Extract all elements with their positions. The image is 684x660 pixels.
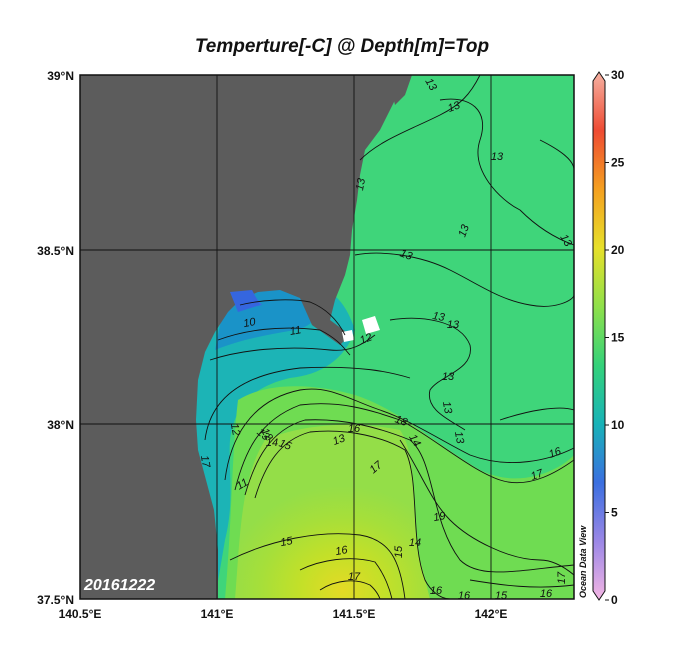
map-frame: [79, 74, 575, 600]
contour-13-se: [499, 407, 574, 421]
contour-17: [229, 533, 406, 599]
lon-tick: 141°E: [201, 607, 234, 621]
contour-13-north: [359, 75, 481, 161]
contour-label: 18: [393, 413, 409, 429]
contour-label: 10: [242, 316, 257, 330]
map-body: [80, 75, 574, 599]
contour-label: 11: [289, 324, 302, 338]
contour-label: 17: [556, 571, 568, 584]
contour-label: 12: [258, 426, 275, 443]
contour-label: 13: [440, 400, 454, 415]
contour-16-se: [469, 579, 574, 588]
contour-label: 13: [431, 310, 446, 324]
contour-15: [244, 419, 574, 573]
no-data-patch: [362, 316, 380, 334]
contour-16: [254, 430, 451, 599]
no-data-patch-2: [342, 330, 354, 342]
contour-label: 16: [430, 585, 443, 597]
lon-tick: 141.5°E: [333, 607, 376, 621]
contour-14-se: [399, 439, 574, 576]
contour-label: 15: [277, 437, 293, 453]
land-mass: [80, 75, 405, 599]
warm-core-water: [235, 424, 430, 599]
colorbar-tick-label: 20: [611, 243, 625, 257]
contour-label: 12: [228, 422, 242, 436]
contour-12: [209, 334, 376, 361]
contour-10: [239, 299, 346, 336]
lon-tick-labels: 140.5°E 141°E 141.5°E 142°E: [59, 607, 508, 621]
contour-label: 14: [266, 437, 278, 449]
contour-label: 15: [279, 535, 294, 549]
colorbar-tick-label: 5: [611, 506, 618, 520]
contour-label: 15: [393, 545, 405, 558]
colorbar: 30 25 20 15 10 5 0: [592, 68, 625, 607]
colorbar-tick-label: 0: [611, 593, 618, 607]
contour-label: 14: [409, 537, 421, 549]
colorbar-tick-label: 30: [611, 68, 625, 82]
lat-tick: 38°N: [47, 418, 74, 432]
inlet-water: [230, 290, 260, 312]
contour-label: 13: [331, 432, 347, 448]
colorbar-ticks: 30 25 20 15 10 5 0: [605, 68, 625, 607]
contour-label: 19: [432, 510, 446, 524]
colorbar-tick-label: 15: [611, 331, 625, 345]
contour-12b: [204, 366, 411, 441]
contour-label: 17: [348, 571, 361, 583]
lon-tick: 142°E: [475, 607, 508, 621]
contour-label: 16: [540, 588, 553, 600]
contour-label: 16: [334, 544, 349, 558]
contour-label: 13: [398, 247, 414, 263]
contour-label: 16: [348, 423, 361, 435]
map-title: Temperture[-C] @ Depth[m]=Top: [194, 36, 490, 57]
contour-label: 13: [354, 177, 368, 192]
contour-13-loop: [389, 317, 471, 431]
contour-19: [319, 580, 381, 599]
colorbar-tick-label: 10: [611, 418, 625, 432]
lat-tick: 37.5°N: [37, 593, 74, 607]
contour-18: [299, 558, 393, 599]
contour-label: 13: [452, 430, 466, 445]
contour-label: 17: [198, 454, 212, 469]
contour-label: 16: [458, 590, 471, 602]
colorbar-ramp: [592, 71, 606, 601]
contour-label: 13: [491, 151, 504, 163]
cold-coastal-water: [190, 282, 355, 599]
contour-label: 13: [447, 319, 460, 331]
contour-label: 13: [442, 371, 455, 383]
contour-label: 13: [456, 222, 472, 238]
contour-11: [217, 327, 351, 356]
contour-label: 13: [446, 99, 462, 115]
graticule: [80, 75, 574, 599]
contour-13-east: [439, 98, 574, 246]
contour-label: 12: [358, 331, 374, 346]
contour-label: 14: [406, 432, 423, 449]
contour-label: 17: [529, 467, 545, 483]
contour-label: 11: [235, 476, 251, 492]
odv-watermark: Ocean Data View: [578, 525, 588, 598]
lon-tick: 140.5°E: [59, 607, 102, 621]
colorbar-tick-label: 25: [611, 156, 625, 170]
contour-13-mid: [354, 252, 574, 307]
contour-label: 15: [495, 590, 508, 602]
lat-tick: 39°N: [47, 69, 74, 83]
lat-tick-labels: 39°N 38.5°N 38°N 37.5°N: [37, 69, 74, 607]
lat-tick: 38.5°N: [37, 244, 74, 258]
contour-label: 16: [547, 445, 563, 461]
date-label: 20161222: [83, 577, 155, 594]
contour-lines: [204, 75, 574, 599]
peninsula: [388, 75, 412, 105]
contour-13: [224, 388, 574, 481]
